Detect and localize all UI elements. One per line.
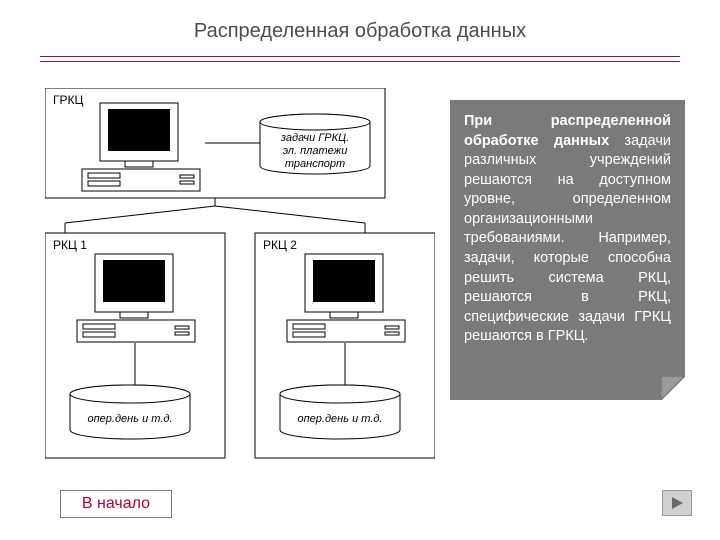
svg-text:эл. платежи: эл. платежи	[283, 145, 348, 157]
title-rule	[40, 56, 680, 62]
info-text: При распределенной обработке данных зада…	[464, 113, 671, 344]
left-label: РКЦ 1	[53, 238, 87, 252]
right-label: РКЦ 2	[263, 238, 297, 252]
page-title: Распределенная обработка данных	[0, 20, 720, 43]
database-icon: опер.день и т.д.	[280, 385, 400, 439]
svg-text:опер.день и т.д.: опер.день и т.д.	[298, 413, 383, 425]
next-button[interactable]	[662, 490, 692, 516]
pagefold-icon	[661, 376, 685, 400]
info-panel: При распределенной обработке данных зада…	[450, 100, 685, 400]
svg-text:опер.день и т.д.: опер.день и т.д.	[88, 413, 173, 425]
database-icon: задачи ГРКЦ. эл. платежи транспорт	[260, 114, 370, 174]
svg-text:задачи ГРКЦ.: задачи ГРКЦ.	[280, 132, 349, 144]
back-button[interactable]: В начало	[60, 490, 172, 518]
diagram: ГРКЦ задачи ГРКЦ. эл. платежи транспорт …	[45, 88, 435, 468]
top-label: ГРКЦ	[53, 93, 83, 107]
svg-text:транспорт: транспорт	[285, 158, 345, 170]
play-icon	[670, 496, 684, 510]
computer-icon	[77, 254, 195, 342]
computer-icon	[82, 103, 200, 191]
database-icon: опер.день и т.д.	[70, 385, 190, 439]
computer-icon	[287, 254, 405, 342]
